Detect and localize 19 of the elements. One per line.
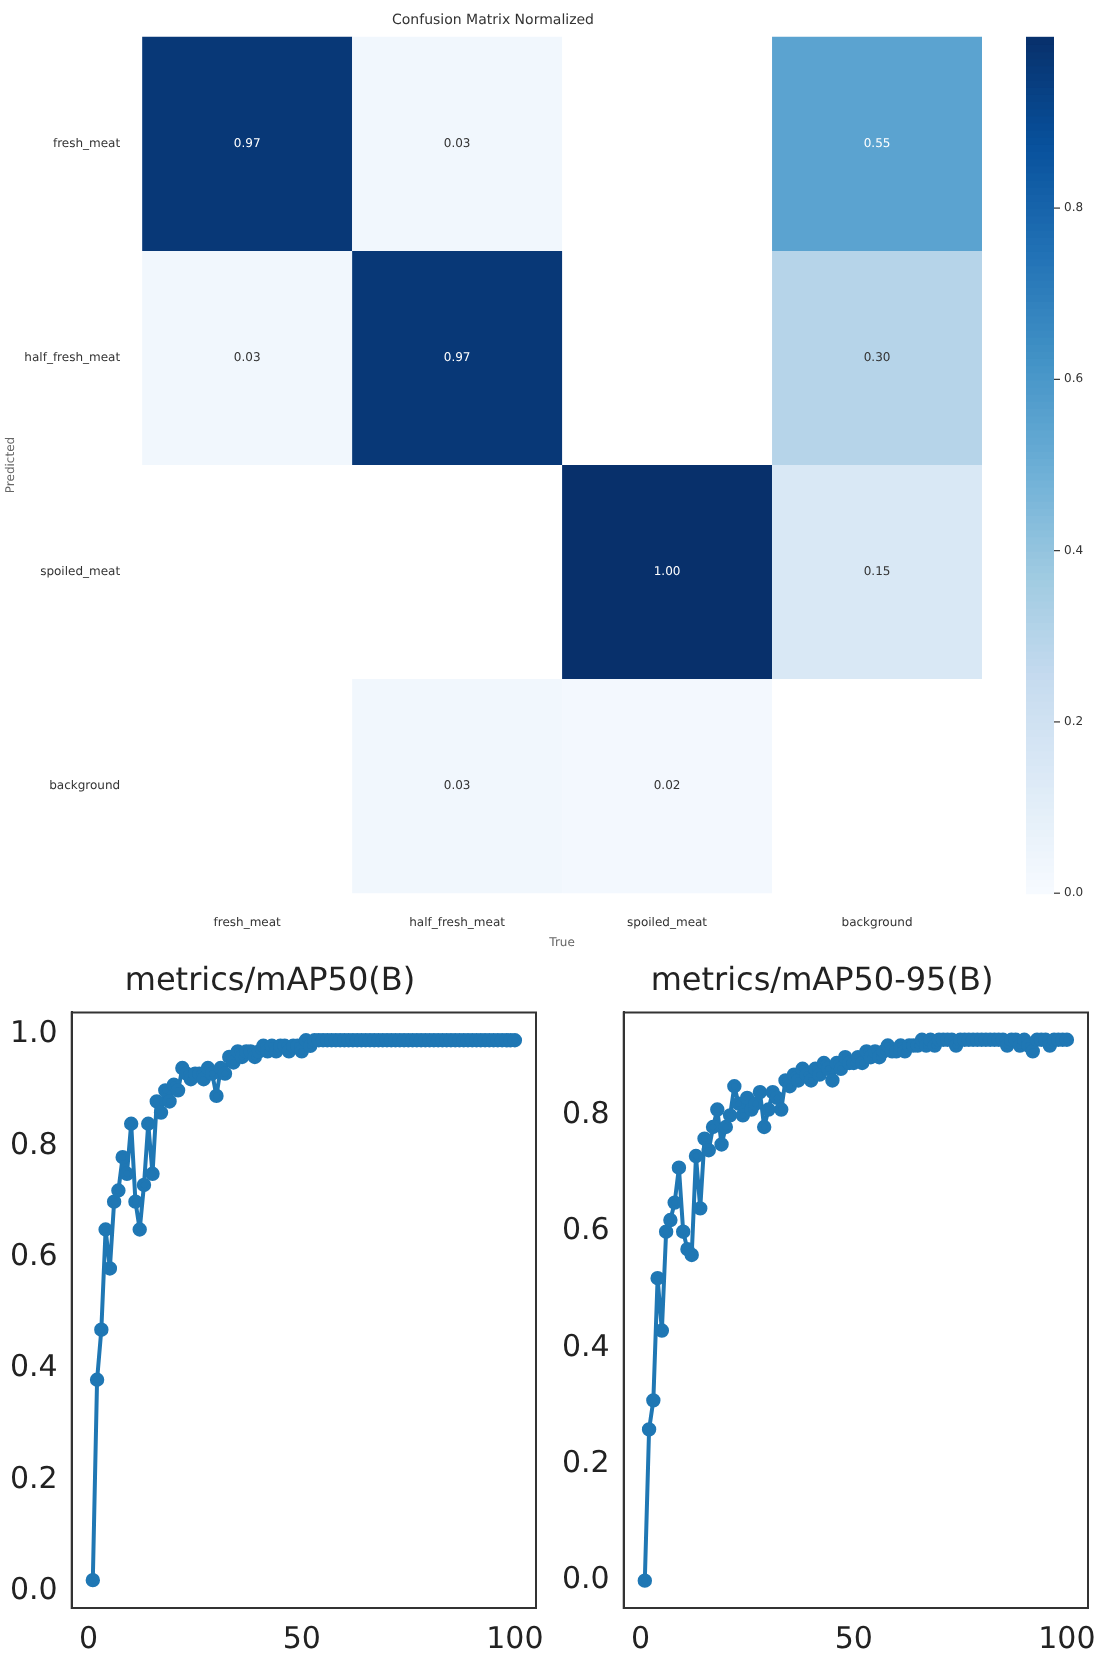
x-tick-label: 0 xyxy=(631,1619,651,1656)
x-tick-label: 50 xyxy=(282,1619,321,1656)
y-tick-label: 0.8 xyxy=(9,1125,58,1162)
x-tick-label: 100 xyxy=(486,1619,544,1656)
y-tick-label: 0.2 xyxy=(9,1459,58,1496)
x-tick-label: 50 xyxy=(834,1619,873,1656)
chart-title: metrics/mAP50-95(B) xyxy=(650,959,994,998)
y-tick-label: 1.0 xyxy=(9,1014,58,1051)
y-tick-label: 0.0 xyxy=(9,1571,58,1608)
y-tick-label: 0.8 xyxy=(561,1095,610,1132)
x-tick-label: 0 xyxy=(79,1619,99,1656)
y-tick-label: 0.6 xyxy=(561,1211,610,1248)
y-tick-label: 0.2 xyxy=(561,1444,610,1481)
y-tick-label: 0.4 xyxy=(9,1348,58,1385)
y-tick-label: 0.6 xyxy=(9,1237,58,1274)
x-tick-label: 100 xyxy=(1038,1619,1096,1656)
chart-title: metrics/mAP50(B) xyxy=(124,959,416,998)
y-tick-label: 0.0 xyxy=(561,1560,610,1597)
y-tick-label: 0.4 xyxy=(561,1327,610,1364)
